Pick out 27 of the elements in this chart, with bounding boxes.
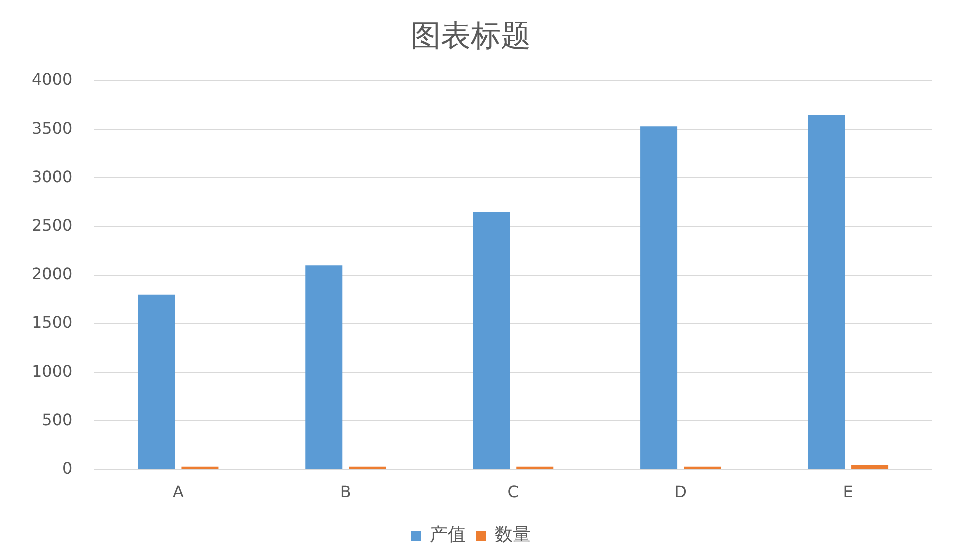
- bar: [473, 212, 510, 470]
- legend-label: 数量: [495, 524, 531, 546]
- bar: [349, 466, 386, 470]
- bar: [684, 466, 722, 470]
- legend-label: 产值: [430, 524, 466, 546]
- y-tick-label: 3500: [32, 118, 73, 138]
- x-tick-label: C: [508, 482, 519, 502]
- x-tick-label: B: [340, 482, 352, 502]
- x-tick-label: E: [843, 482, 854, 502]
- bar: [808, 115, 846, 470]
- bar: [516, 466, 554, 470]
- bar: [306, 266, 343, 470]
- chart-title: 图表标题: [411, 18, 531, 54]
- y-tick-label: 4000: [32, 70, 73, 90]
- bar: [138, 294, 176, 470]
- bar: [640, 126, 678, 470]
- bar: [852, 464, 889, 470]
- x-tick-label: A: [172, 482, 184, 502]
- y-tick-label: 2000: [32, 264, 73, 284]
- y-tick-label: 2500: [32, 216, 73, 235]
- y-tick-label: 3000: [32, 167, 73, 186]
- y-tick-label: 1500: [32, 313, 73, 332]
- y-tick-label: 500: [42, 410, 73, 430]
- y-tick-label: 1000: [32, 362, 73, 381]
- x-tick-label: D: [674, 482, 687, 502]
- y-tick-label: 0: [62, 458, 73, 478]
- bar: [182, 466, 219, 470]
